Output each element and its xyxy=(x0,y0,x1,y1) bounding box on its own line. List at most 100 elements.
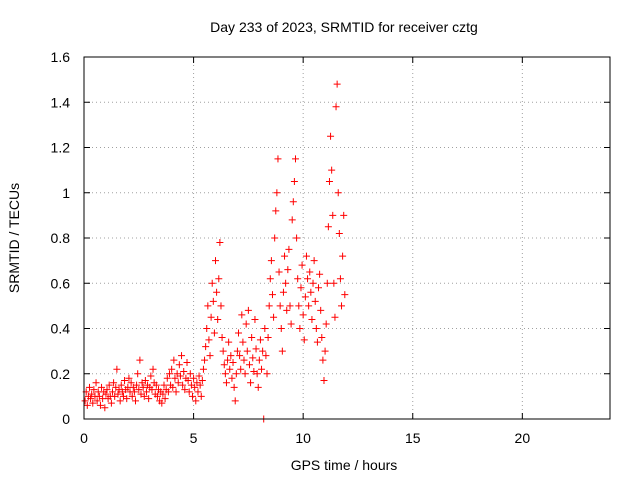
data-point xyxy=(141,377,149,385)
data-point xyxy=(83,401,91,409)
data-point xyxy=(145,395,153,403)
data-point xyxy=(312,325,320,332)
data-point xyxy=(333,80,341,88)
data-point xyxy=(242,320,250,328)
data-point xyxy=(203,325,211,332)
data-point xyxy=(313,338,321,346)
y-tick-label: 0.6 xyxy=(51,275,71,291)
data-point xyxy=(274,155,282,163)
data-point xyxy=(161,395,169,403)
data-point xyxy=(305,302,313,310)
tick-labels: 0 5 10 15 20 0 0.2 0.4 0.6 0.8 1 1.2 1.4 1.6 xyxy=(51,49,531,446)
data-point xyxy=(213,288,221,296)
data-point xyxy=(81,397,89,405)
data-point xyxy=(315,284,323,292)
data-point xyxy=(134,370,142,378)
data-point xyxy=(92,379,100,387)
data-point xyxy=(135,386,143,394)
data-point xyxy=(272,207,280,215)
data-point xyxy=(180,367,188,375)
data-point xyxy=(140,392,148,400)
data-point xyxy=(262,352,270,360)
data-point xyxy=(237,365,245,373)
data-point xyxy=(116,397,124,405)
data-point xyxy=(128,392,136,400)
data-point xyxy=(219,347,227,355)
data-point xyxy=(247,379,255,387)
data-point xyxy=(281,252,289,260)
data-point xyxy=(206,352,214,360)
data-point xyxy=(217,302,225,310)
data-point xyxy=(222,379,230,387)
data-point xyxy=(208,279,216,287)
data-point xyxy=(108,388,116,396)
y-tick-label: 1.4 xyxy=(51,94,71,110)
data-point xyxy=(251,315,259,323)
data-point xyxy=(233,347,241,355)
data-point xyxy=(270,313,278,321)
data-point xyxy=(165,370,173,378)
x-tick-label: 10 xyxy=(295,430,311,446)
data-point xyxy=(278,347,286,355)
data-point xyxy=(339,252,347,260)
data-point xyxy=(93,397,101,405)
data-point xyxy=(309,279,317,287)
x-tick-label: 5 xyxy=(190,430,198,446)
data-point xyxy=(263,370,271,378)
data-point xyxy=(285,245,293,253)
data-point xyxy=(107,399,115,407)
data-point xyxy=(317,306,325,314)
data-point xyxy=(101,404,109,412)
data-point xyxy=(279,288,287,296)
data-point xyxy=(254,383,262,391)
data-point xyxy=(147,372,155,380)
data-point xyxy=(103,386,111,394)
data-point xyxy=(287,320,295,328)
data-point xyxy=(283,306,291,314)
data-point xyxy=(271,234,279,242)
data-point xyxy=(243,347,251,355)
data-point xyxy=(245,361,253,369)
data-point xyxy=(240,356,248,364)
data-point xyxy=(190,374,198,382)
data-point xyxy=(268,291,276,299)
data-point xyxy=(329,211,337,219)
data-point xyxy=(192,397,200,405)
data-point xyxy=(296,325,304,332)
data-point xyxy=(335,229,343,237)
data-point xyxy=(276,302,284,310)
data-point xyxy=(102,390,110,398)
data-point xyxy=(253,370,261,378)
data-point xyxy=(301,293,309,301)
data-point xyxy=(229,358,237,366)
data-point xyxy=(322,320,330,328)
data-point xyxy=(267,257,275,265)
grid xyxy=(84,57,610,419)
x-axis-title: GPS time / hours xyxy=(291,457,398,473)
data-point xyxy=(227,352,235,360)
data-point xyxy=(324,223,332,231)
data-point xyxy=(205,336,213,344)
data-point xyxy=(96,401,104,409)
data-point xyxy=(311,297,319,305)
data-point xyxy=(244,306,252,314)
data-point xyxy=(334,189,342,197)
data-point xyxy=(259,347,267,355)
data-point xyxy=(90,386,98,394)
y-tick-label: 0.2 xyxy=(51,366,71,382)
data-point xyxy=(183,358,191,366)
data-point xyxy=(302,252,310,260)
data-point xyxy=(127,379,135,387)
data-point xyxy=(264,334,272,342)
data-point xyxy=(114,390,122,398)
data-point xyxy=(148,386,156,394)
data-point xyxy=(117,381,125,389)
data-point xyxy=(325,177,333,185)
data-point xyxy=(89,399,97,407)
data-point xyxy=(181,386,189,394)
data-point xyxy=(332,103,340,111)
data-point xyxy=(328,166,336,174)
data-point xyxy=(188,392,196,400)
data-point xyxy=(164,388,172,396)
